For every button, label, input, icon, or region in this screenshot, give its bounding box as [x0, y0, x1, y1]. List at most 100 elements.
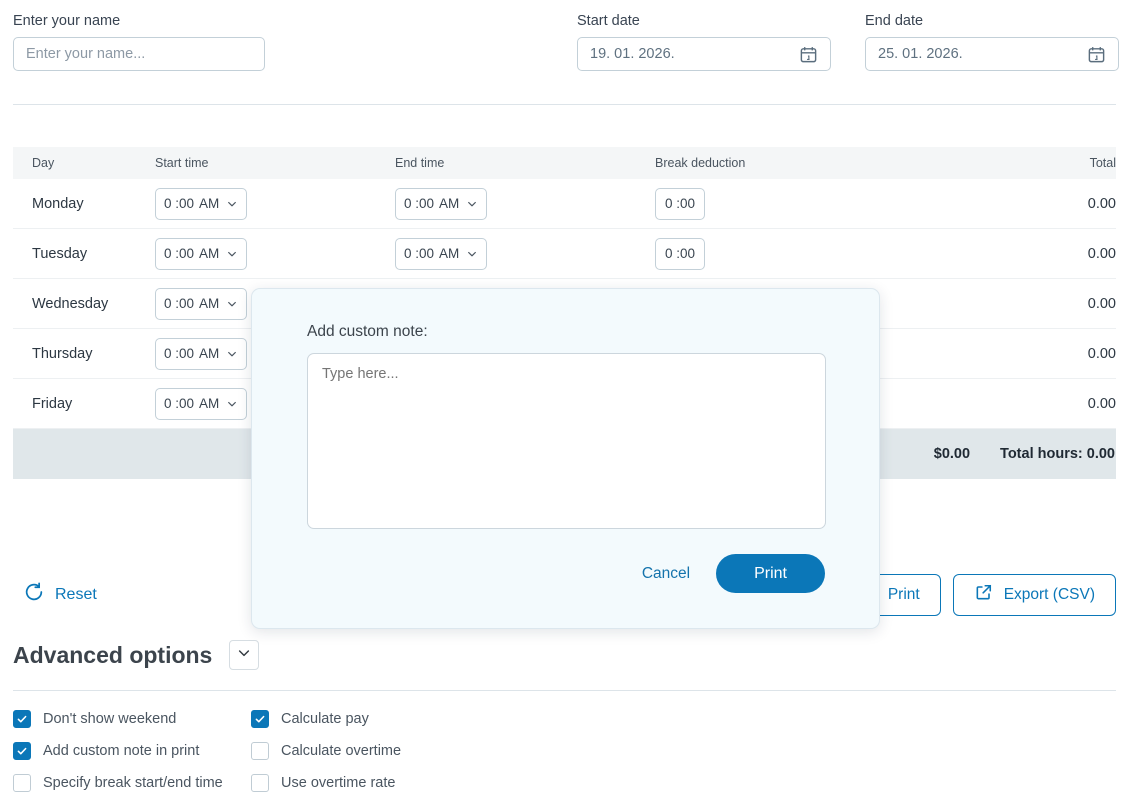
external-link-icon: [974, 582, 994, 607]
end-date-field-group: End date 25. 01. 2026.: [865, 12, 1119, 71]
start-meridiem-value: AM: [199, 346, 220, 361]
chevron-down-icon: [236, 645, 252, 666]
end-time-select[interactable]: 0 :00 AM: [395, 237, 488, 270]
advanced-option[interactable]: Calculate pay: [251, 710, 489, 728]
chevron-down-icon: [466, 198, 478, 210]
top-form-row: Enter your name Enter your name... Start…: [0, 0, 1129, 103]
chevron-down-icon: [226, 248, 238, 260]
divider-top: [13, 104, 1116, 105]
checkbox[interactable]: [251, 710, 269, 728]
advanced-option[interactable]: Don't show weekend: [13, 710, 251, 728]
modal-action-group: Cancel Print: [638, 554, 825, 593]
column-header-end: End time: [395, 156, 445, 170]
start-meridiem-value: AM: [199, 396, 220, 411]
end-date-input[interactable]: 25. 01. 2026.: [865, 37, 1119, 71]
advanced-options-header: Advanced options: [13, 640, 260, 670]
start-time-value: 0 :00: [164, 246, 195, 261]
total-pay: $0.00: [933, 446, 971, 462]
table-row: Monday 0 :00 AM 0 :00 AM 0 :00 0.00: [13, 179, 1116, 229]
start-date-field-group: Start date 19. 01. 2026.: [577, 12, 831, 71]
column-header-day: Day: [32, 156, 55, 170]
custom-note-textarea[interactable]: [307, 353, 826, 529]
chevron-down-icon: [226, 198, 238, 210]
row-day-label: Friday: [32, 395, 73, 412]
divider-advanced: [13, 690, 1116, 691]
checkbox[interactable]: [251, 774, 269, 792]
chevron-down-icon: [226, 398, 238, 410]
total-hours: Total hours: 0.00: [1000, 446, 1115, 462]
print-label: Print: [887, 585, 920, 603]
column-header-start: Start time: [155, 156, 209, 170]
chevron-down-icon: [226, 348, 238, 360]
checkbox[interactable]: [251, 742, 269, 760]
advanced-options-toggle[interactable]: [229, 640, 260, 670]
row-total-value: 0.00: [1087, 345, 1116, 362]
end-meridiem-value: AM: [439, 246, 460, 261]
calendar-icon[interactable]: [799, 45, 818, 64]
custom-note-modal: Add custom note: Cancel Print: [251, 288, 880, 629]
start-time-value: 0 :00: [164, 296, 195, 311]
advanced-option[interactable]: Specify break start/end time: [13, 774, 251, 792]
start-date-value: 19. 01. 2026.: [590, 46, 675, 62]
start-meridiem-value: AM: [199, 196, 220, 211]
end-time-value: 0 :00: [404, 196, 435, 211]
end-meridiem-value: AM: [439, 196, 460, 211]
break-deduction-input[interactable]: 0 :00: [655, 237, 706, 270]
start-time-select[interactable]: 0 :00 AM: [155, 187, 248, 220]
export-csv-label: Export (CSV): [1003, 585, 1095, 603]
row-total-value: 0.00: [1087, 395, 1116, 412]
modal-print-button[interactable]: Print: [716, 554, 825, 593]
name-input-placeholder: Enter your name...: [26, 46, 146, 62]
reset-label: Reset: [55, 585, 97, 603]
start-time-select[interactable]: 0 :00 AM: [155, 287, 248, 320]
break-deduction-input[interactable]: 0 :00: [655, 187, 706, 220]
name-field-group: Enter your name Enter your name...: [13, 12, 265, 71]
chevron-down-icon: [466, 248, 478, 260]
row-total-value: 0.00: [1087, 245, 1116, 262]
advanced-option[interactable]: Add custom note in print: [13, 742, 251, 760]
row-day-label: Thursday: [32, 345, 93, 362]
right-action-group: Print Export (CSV): [866, 573, 1116, 616]
export-csv-button[interactable]: Export (CSV): [952, 573, 1116, 616]
checkbox[interactable]: [13, 742, 31, 760]
table-row: Tuesday 0 :00 AM 0 :00 AM 0 :00 0.00: [13, 229, 1116, 279]
end-time-value: 0 :00: [404, 246, 435, 261]
calendar-icon[interactable]: [1087, 45, 1106, 64]
start-time-select[interactable]: 0 :00 AM: [155, 387, 248, 420]
column-header-total: Total: [1089, 156, 1116, 170]
name-input[interactable]: Enter your name...: [13, 37, 265, 71]
row-day-label: Tuesday: [32, 245, 88, 262]
start-date-label: Start date: [577, 13, 640, 29]
cancel-button[interactable]: Cancel: [638, 559, 694, 589]
table-header-row: Day Start time End time Break deduction …: [13, 147, 1116, 179]
start-time-value: 0 :00: [164, 346, 195, 361]
advanced-option-label: Calculate pay: [281, 711, 369, 727]
end-time-select[interactable]: 0 :00 AM: [395, 187, 488, 220]
end-date-label: End date: [865, 13, 924, 29]
break-deduction-value: 0 :00: [665, 246, 696, 261]
row-day-label: Monday: [32, 195, 84, 212]
advanced-option-label: Add custom note in print: [43, 743, 200, 759]
advanced-options-grid: Don't show weekend Calculate pay Add custo…: [13, 710, 713, 792]
start-time-select[interactable]: 0 :00 AM: [155, 237, 248, 270]
checkbox[interactable]: [13, 774, 31, 792]
break-deduction-value: 0 :00: [665, 196, 696, 211]
start-time-select[interactable]: 0 :00 AM: [155, 337, 248, 370]
advanced-option-label: Use overtime rate: [281, 775, 396, 791]
modal-label: Add custom note:: [307, 323, 428, 340]
start-meridiem-value: AM: [199, 296, 220, 311]
advanced-option-label: Calculate overtime: [281, 743, 402, 759]
start-time-value: 0 :00: [164, 396, 195, 411]
row-total-value: 0.00: [1087, 295, 1116, 312]
advanced-option-label: Don't show weekend: [43, 711, 177, 727]
chevron-down-icon: [226, 298, 238, 310]
column-header-break: Break deduction: [655, 156, 746, 170]
checkbox[interactable]: [13, 710, 31, 728]
start-time-value: 0 :00: [164, 196, 195, 211]
row-day-label: Wednesday: [32, 295, 109, 312]
advanced-option-label: Specify break start/end time: [43, 775, 223, 791]
advanced-option[interactable]: Use overtime rate: [251, 774, 489, 792]
reset-button[interactable]: Reset: [13, 573, 107, 616]
start-date-input[interactable]: 19. 01. 2026.: [577, 37, 831, 71]
advanced-option[interactable]: Calculate overtime: [251, 742, 489, 760]
